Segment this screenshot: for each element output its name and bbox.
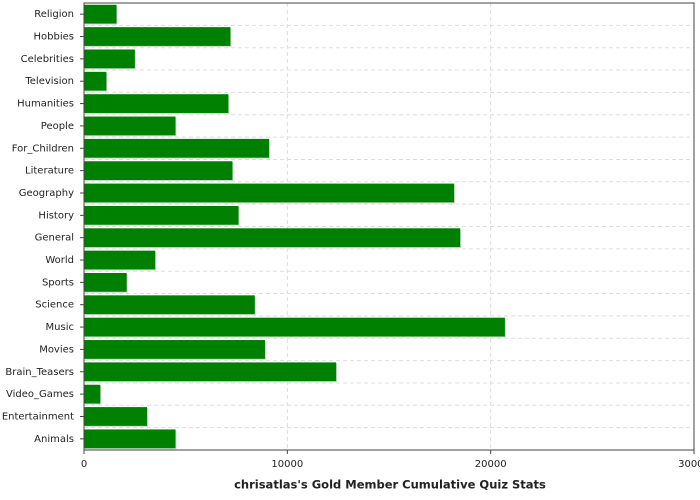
bar	[84, 384, 101, 404]
bar	[84, 49, 135, 69]
y-tick-label: People	[41, 121, 74, 132]
bar	[84, 71, 107, 91]
bar	[84, 161, 233, 181]
y-tick-label: World	[45, 255, 74, 266]
y-tick-label: Movies	[39, 344, 74, 355]
bar	[84, 295, 255, 315]
y-tick-label: For_Children	[12, 143, 74, 154]
y-tick-label: Science	[35, 300, 74, 311]
plot-frame	[83, 2, 695, 451]
bar	[84, 205, 239, 225]
chart-title: chrisatlas's Gold Member Cumulative Quiz…	[234, 478, 546, 492]
bar	[84, 116, 176, 136]
bar	[84, 272, 127, 292]
bar	[84, 250, 156, 270]
y-tick-label: Video_Games	[6, 389, 74, 400]
y-tick-label: History	[38, 210, 74, 221]
bar	[84, 183, 455, 203]
x-tick-label: 20000	[475, 459, 507, 470]
y-tick-label: Hobbies	[34, 32, 74, 43]
y-tick-label: Literature	[25, 166, 74, 177]
y-tick-label: Television	[24, 76, 74, 87]
bar	[84, 340, 265, 359]
bar	[84, 362, 337, 382]
bar	[84, 138, 270, 158]
bar	[84, 317, 505, 337]
y-tick-label: Humanities	[17, 99, 74, 110]
bar	[84, 429, 176, 449]
x-tick-label: 10000	[271, 459, 303, 470]
bar	[84, 4, 117, 24]
bar	[84, 27, 231, 46]
y-tick-label: Geography	[19, 188, 74, 199]
bar	[84, 228, 461, 248]
y-tick-label: Brain_Teasers	[5, 367, 74, 378]
y-tick-label: Religion	[34, 9, 74, 20]
y-tick-label: Celebrities	[21, 54, 74, 65]
y-tick-label: Sports	[42, 277, 74, 288]
bar	[84, 94, 229, 113]
x-tick-label: 0	[81, 459, 87, 470]
bar	[84, 407, 148, 426]
y-tick-label: Music	[46, 322, 74, 333]
y-tick-label: Animals	[34, 434, 74, 445]
y-tick-label: General	[35, 233, 74, 244]
y-tick-label: Entertainment	[2, 411, 74, 422]
x-tick-label: 30000	[678, 459, 700, 470]
